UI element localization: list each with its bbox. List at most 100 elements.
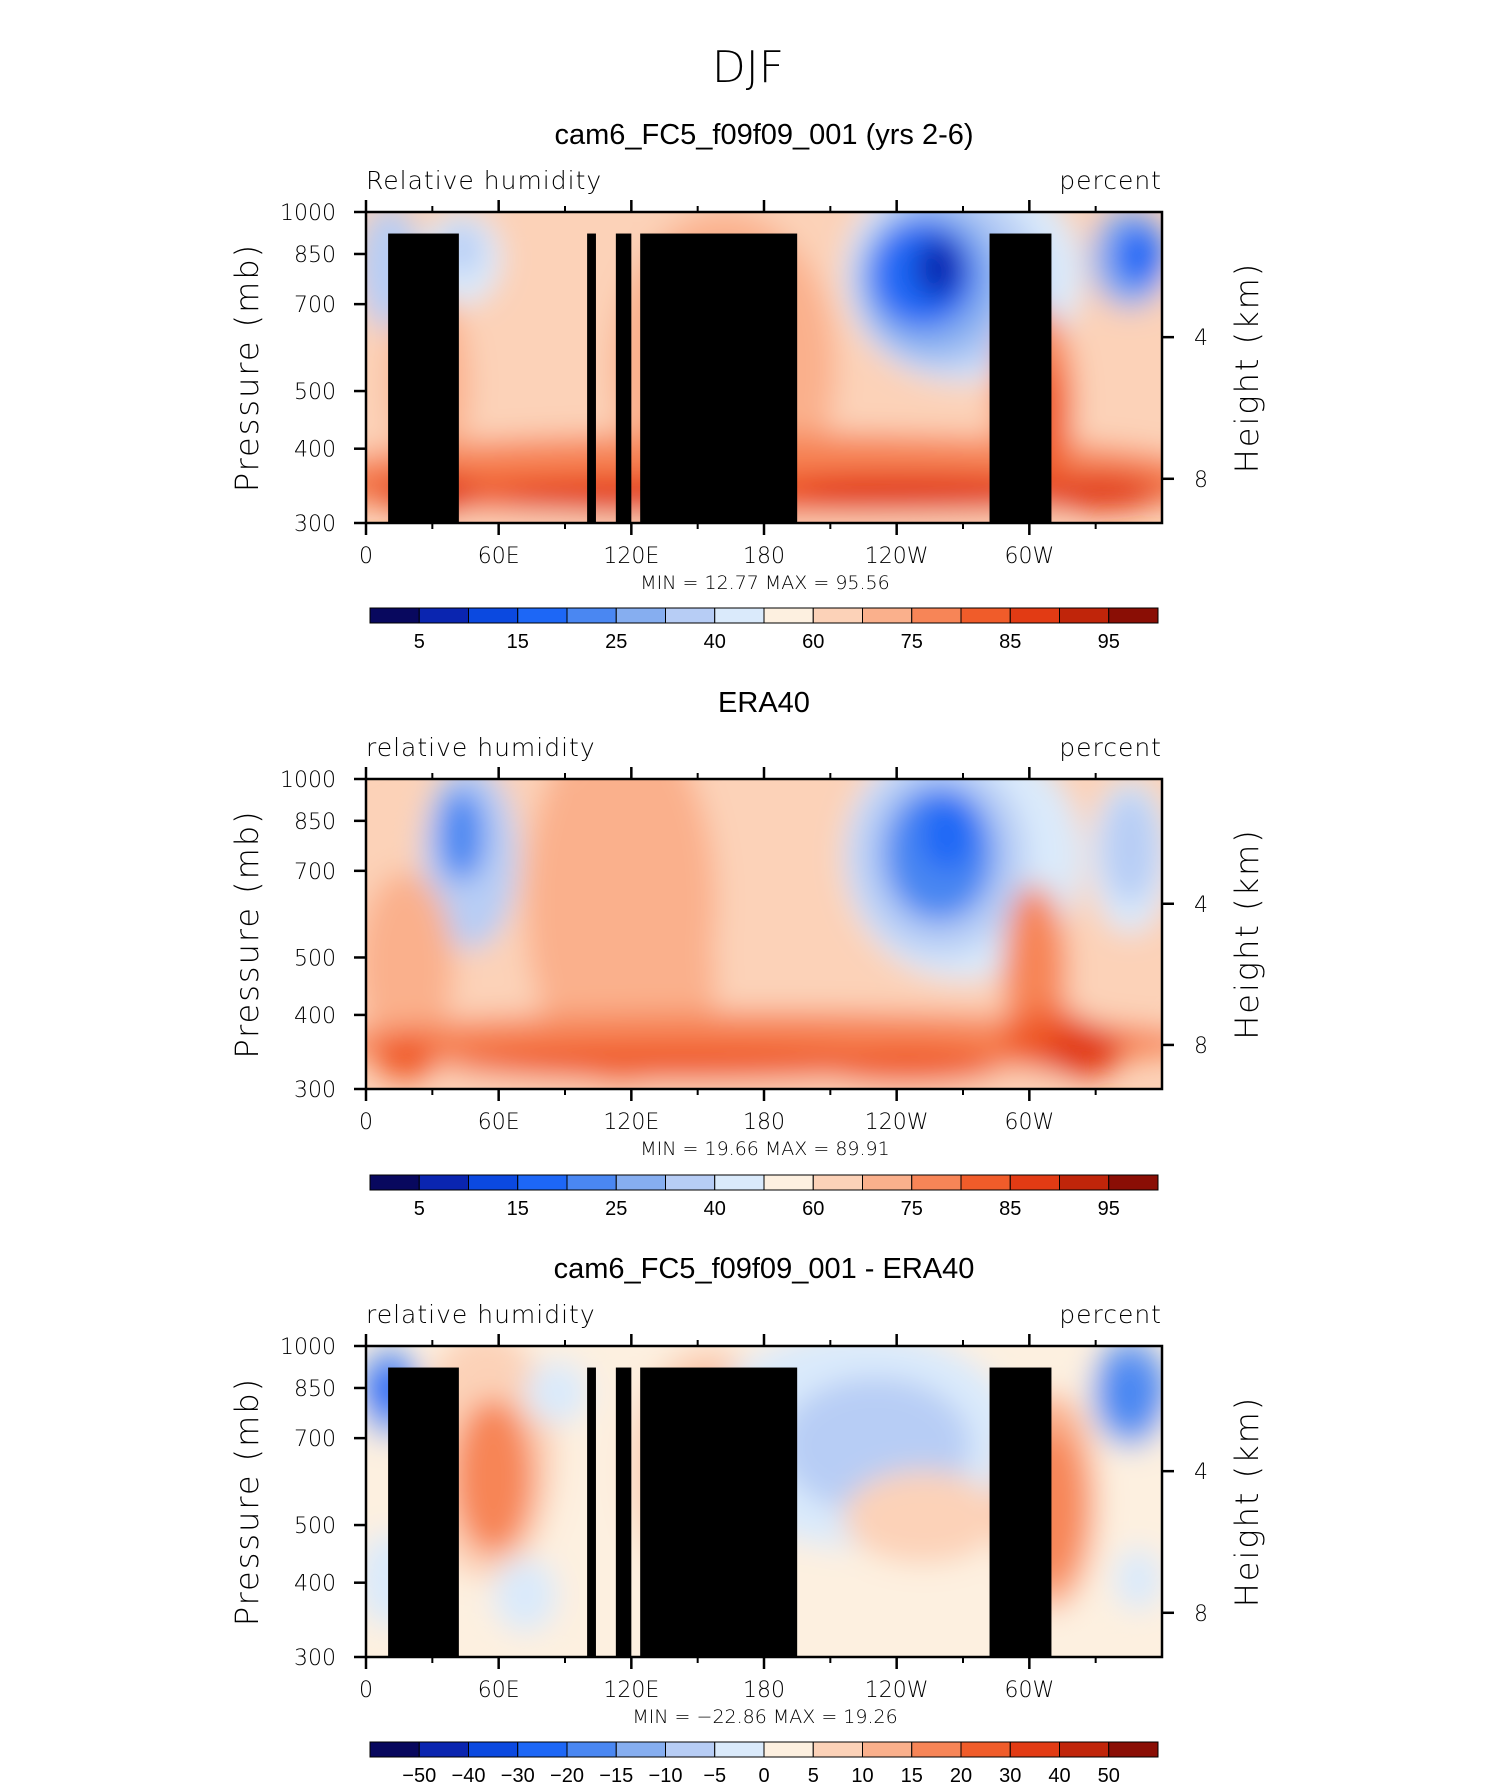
y-tick-label: 850 [294,243,336,268]
topography-mask [989,233,1052,523]
y-tick-label: 1000 [280,201,336,226]
colorbar-label: −20 [550,1765,584,1784]
topography-mask [587,233,596,523]
contour-field [366,212,1162,523]
y-tick-label: 400 [294,438,336,463]
colorbar-label: 60 [802,1198,824,1220]
colorbar-swatch [911,607,962,624]
colorbar-swatch [763,1741,814,1758]
colorbar-swatch [960,1174,1011,1191]
contour-region [373,1036,438,1080]
colorbar-label: 10 [851,1765,873,1784]
x-tick-label: 0 [359,1678,373,1703]
contour-region [1114,224,1162,287]
colorbar-label: 15 [507,1198,529,1220]
colorbar-swatch [960,607,1011,624]
colorbar-label: 0 [758,1765,769,1784]
contour-region [1102,791,1159,903]
y-tick-label: 1000 [280,1335,336,1360]
y-axis-label: Pressure (mb) [228,1377,266,1626]
y2-tick-label: 8 [1194,1602,1208,1627]
figure-title: DJF [712,42,784,93]
colorbar-swatch [615,1174,666,1191]
contour-region [1042,1027,1123,1077]
colorbar-swatch [468,1174,519,1191]
colorbar-swatch [665,1174,716,1191]
units-label: percent [1059,166,1162,195]
variable-label: relative humidity [366,1300,596,1329]
colorbar-label: 15 [901,1765,923,1784]
panel: cam6_FC5_f09f09_001 (yrs 2-6) Relative hu… [228,119,1266,653]
y-tick-label: 300 [294,512,336,537]
colorbar-label: 5 [414,1198,425,1220]
topography-mask [587,1367,596,1657]
topography-mask [615,1367,632,1657]
contour-region [366,872,454,1058]
colorbar-label: 25 [605,631,627,653]
x-tick-label: 0 [359,544,373,569]
y-tick-label: 700 [294,1427,336,1452]
colorbar-swatch [1059,1741,1110,1758]
colorbar-label: 20 [950,1765,972,1784]
y2-tick-label: 8 [1194,1034,1208,1059]
x-tick-label: 0 [359,1110,373,1135]
colorbar-swatch [1009,1741,1060,1758]
colorbar-swatch [369,1741,420,1758]
colorbar-swatch [369,1174,420,1191]
colorbar-label: 25 [605,1198,627,1220]
field-blobs [366,779,1162,1089]
colorbar-swatch [1108,1174,1159,1191]
topography-mask [427,1384,451,1657]
colorbar-label: −40 [452,1765,486,1784]
y2-tick-label: 4 [1194,893,1208,918]
colorbar-label: 5 [808,1765,819,1784]
colorbar-swatch [566,1174,617,1191]
colorbar-swatch [1108,607,1159,624]
y-tick-label: 500 [294,380,336,405]
panel-title: cam6_FC5_f09f09_001 - ERA40 [554,1253,975,1285]
min-max-label: MIN = 12.77 MAX = 95.56 [640,572,889,594]
y-tick-label: 500 [294,1514,336,1539]
y-tick-label: 850 [294,810,336,835]
contour-region [811,1045,1003,1083]
y2-axis-label: Height (km) [1228,1396,1266,1608]
contour-region [795,473,1051,511]
colorbar-swatch [862,1174,913,1191]
y-tick-label: 500 [294,946,336,971]
colorbar-swatch [1108,1741,1159,1758]
colorbar-swatch [812,607,863,624]
contour-field [366,1346,1162,1657]
colorbar-swatch [517,1741,568,1758]
y2-tick-label: 8 [1194,468,1208,493]
contour-region [437,788,486,882]
colorbar-swatch [911,1741,962,1758]
x-tick-label: 120W [865,1678,929,1703]
colorbar-swatch [714,607,765,624]
x-tick-label: 180 [743,1678,785,1703]
contour-region [493,1557,558,1633]
colorbar-swatch [812,1741,863,1758]
colorbar-label: 75 [901,631,923,653]
y-axis-label: Pressure (mb) [228,243,266,492]
colorbar-swatch [468,1741,519,1758]
contour-region [1102,1355,1159,1430]
y-tick-label: 400 [294,1004,336,1029]
y2-axis-label: Height (km) [1228,828,1266,1040]
x-tick-label: 180 [743,1110,785,1135]
contour-field [366,779,1162,1089]
contour-region [1034,473,1162,511]
variable-label: relative humidity [366,733,596,762]
colorbar-swatch [369,607,420,624]
colorbar-label: 85 [999,631,1021,653]
colorbar-swatch [566,1741,617,1758]
colorbar-swatch [1009,1174,1060,1191]
colorbar-label: 60 [802,631,824,653]
colorbar-label: 50 [1098,1765,1120,1784]
colorbar-swatch [1059,607,1110,624]
x-tick-label: 60W [1004,544,1054,569]
panel: ERA40 relative humidity percent 0 60E 120E 180… [228,687,1266,1220]
colorbar-swatch [862,607,913,624]
x-tick-label: 120E [603,544,659,569]
contour-region [919,797,975,872]
topography-mask [427,250,451,523]
